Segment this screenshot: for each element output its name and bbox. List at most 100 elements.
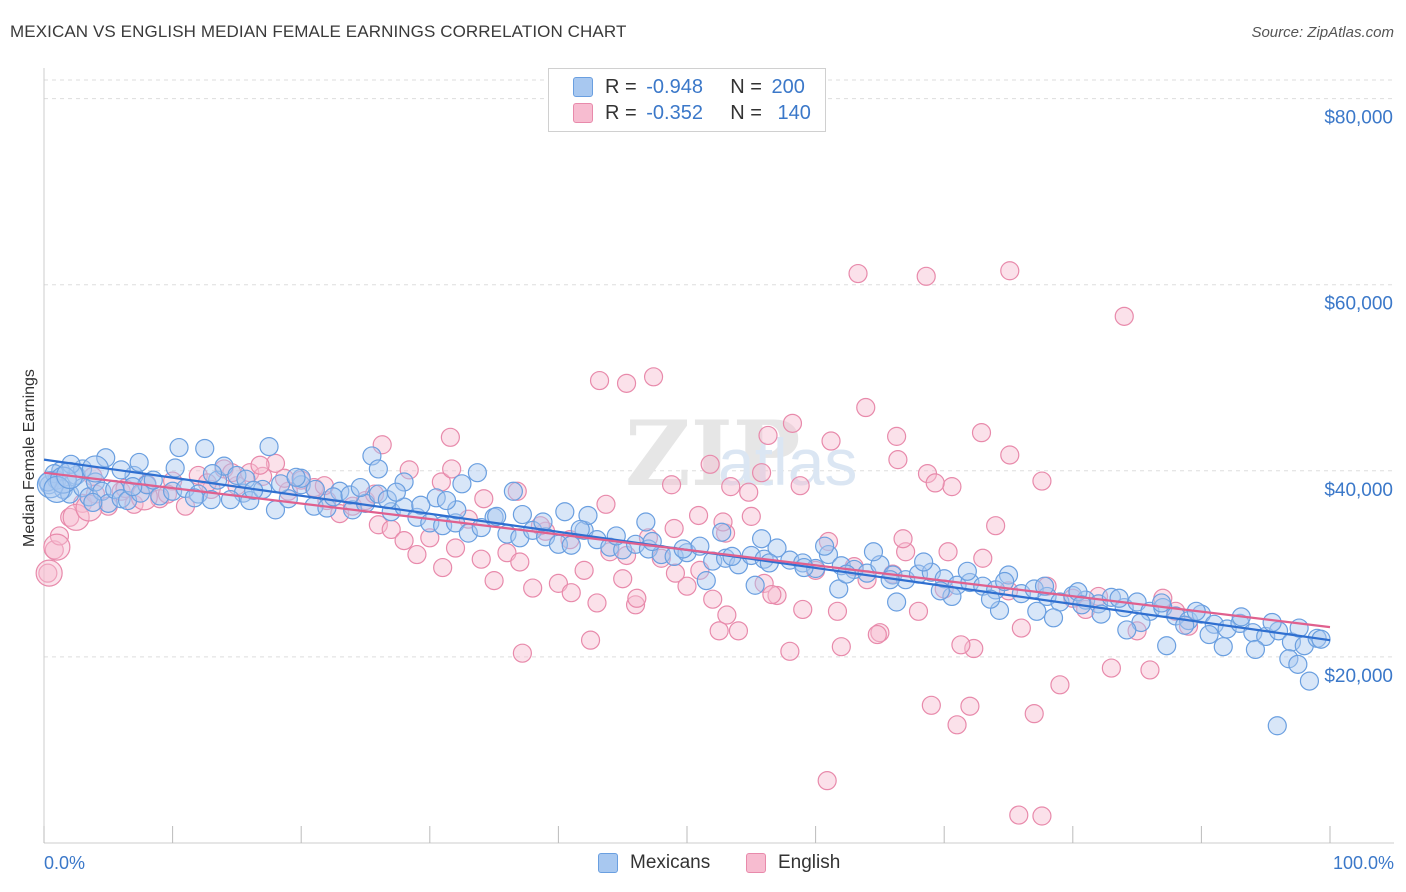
- mexicans-point: [1213, 637, 1233, 657]
- english-point: [973, 548, 993, 568]
- english-point: [368, 515, 388, 535]
- mexicans-point: [195, 438, 215, 459]
- mexicans-point: [214, 456, 234, 476]
- english-point: [1000, 261, 1020, 281]
- y-tick-label: $80,000: [1324, 108, 1393, 129]
- mexicans-point: [636, 512, 656, 532]
- english-trend-line: [43, 471, 1331, 629]
- english-point: [548, 573, 569, 593]
- mexicans-point: [887, 592, 907, 612]
- english-point: [661, 475, 682, 495]
- mexicans-point: [533, 512, 553, 532]
- english-point: [613, 569, 633, 589]
- english-point: [665, 563, 686, 583]
- legend-row-mexicans: R = -0.948 N = 200: [573, 74, 805, 100]
- english-point: [580, 630, 601, 650]
- mexicans-point: [1288, 654, 1308, 674]
- english-point: [1024, 704, 1044, 724]
- english-point: [964, 638, 984, 659]
- bottom-legend-label-english: English: [778, 852, 841, 873]
- mexicans-point: [1151, 593, 1172, 613]
- english-point: [848, 263, 868, 284]
- mexicans-point: [98, 493, 118, 513]
- mexicans-point: [712, 522, 732, 542]
- mexicans-point: [1299, 671, 1320, 691]
- legend: R = -0.948 N = 200 R = -0.352 N = 140: [548, 68, 826, 132]
- english-point: [921, 695, 941, 715]
- english-point: [664, 518, 684, 539]
- english-point-large: [43, 533, 71, 561]
- mexicans-point: [487, 506, 507, 526]
- english-point: [1166, 601, 1186, 621]
- mexicans-point: [411, 495, 431, 515]
- english-point: [512, 643, 532, 663]
- english-point: [690, 560, 710, 580]
- legend-r-label: R =: [605, 101, 643, 124]
- legend-swatch-mexicans: [573, 77, 593, 97]
- legend-n-label: N =: [730, 101, 768, 124]
- english-point: [1140, 660, 1160, 680]
- english-point: [827, 601, 848, 621]
- mexicans-point: [394, 472, 414, 492]
- bottom-legend-mexicans: Mexicans: [598, 852, 710, 874]
- english-point: [442, 459, 462, 479]
- legend-r-value: -0.352: [646, 101, 703, 124]
- english-point: [867, 624, 887, 645]
- mexicans-point: [259, 437, 279, 457]
- x-tick-min: 0.0%: [44, 853, 85, 873]
- y-tick-label: $20,000: [1324, 666, 1393, 687]
- mexicans-point: [368, 459, 388, 479]
- english-point: [971, 423, 992, 443]
- english-point: [1114, 306, 1134, 326]
- english-point: [782, 413, 803, 433]
- legend-n-value: 140: [777, 101, 811, 124]
- mexicans-point: [1027, 601, 1047, 621]
- mexicans-point: [305, 479, 325, 500]
- english-point: [574, 560, 594, 580]
- english-point-large: [35, 559, 63, 587]
- mexicans-point: [169, 437, 189, 458]
- english-point: [942, 477, 962, 497]
- y-tick-labels: $20,000 $40,000 $60,000 $80,000: [1324, 108, 1393, 687]
- english-point: [700, 454, 720, 474]
- mexicans-point: [863, 542, 884, 562]
- english-point: [627, 588, 647, 608]
- english-point: [253, 466, 273, 486]
- mexicans-point: [1262, 612, 1282, 633]
- mexicans-point: [184, 488, 205, 508]
- english-point: [887, 426, 907, 446]
- legend-row-english: R = -0.352 N = 140: [573, 100, 811, 126]
- mexicans-point: [111, 489, 131, 509]
- english-point: [625, 595, 646, 615]
- mexicans-point: [815, 536, 835, 556]
- mexicans-point: [436, 490, 457, 511]
- mexicans-point: [467, 463, 487, 483]
- mexicans-point: [957, 561, 977, 581]
- english-point: [703, 589, 723, 609]
- english-point: [407, 544, 427, 565]
- bottom-swatch-mexicans: [598, 853, 618, 873]
- english-point: [938, 542, 958, 562]
- english-points: [35, 261, 1199, 826]
- mexicans-point: [914, 552, 934, 572]
- english-point: [888, 450, 908, 470]
- mexicans-point: [512, 504, 532, 525]
- english-point: [60, 507, 80, 527]
- english-point: [790, 476, 810, 496]
- english-point: [589, 370, 610, 391]
- english-point: [856, 397, 876, 418]
- english-point: [709, 621, 729, 641]
- english-point: [433, 557, 453, 578]
- mexicans-point: [83, 492, 103, 513]
- mexicans-point: [745, 575, 765, 595]
- english-point: [471, 549, 491, 569]
- english-point: [947, 715, 967, 735]
- english-point: [951, 635, 971, 655]
- mexicans-point: [642, 531, 662, 552]
- english-point: [250, 455, 270, 475]
- english-point: [474, 489, 494, 509]
- english-point: [741, 506, 761, 526]
- english-point: [484, 571, 504, 591]
- mexicans-point: [201, 490, 221, 510]
